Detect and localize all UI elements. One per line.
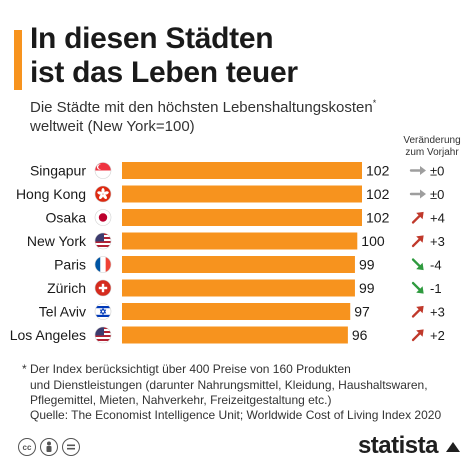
france-flag	[95, 256, 111, 273]
value-label: 102	[366, 163, 390, 179]
footnote-line-3: Pflegemittel, Mieten, Nahverkehr, Freize…	[30, 393, 332, 407]
change-label: -4	[430, 258, 442, 273]
bar-row-hong-kong: Hong Kong 102 ±0	[16, 185, 444, 203]
category-label: Tel Aviv	[39, 304, 86, 320]
subtitle-line-2: weltweit (New York=100)	[30, 118, 195, 135]
page-title: In diesen Städten ist das Leben teuer	[30, 22, 460, 90]
category-label: Osaka	[46, 210, 87, 226]
footnote: * Der Index berücksichtigt über 400 Prei…	[22, 362, 462, 409]
arrow-down-icon	[411, 281, 424, 294]
bar-chart: Singapur 102 ±0 Hong Kong 102 ±0 Osaka 102 +4 New…	[10, 162, 445, 344]
subtitle-footnote-mark: *	[372, 98, 377, 108]
israel-flag	[95, 303, 111, 320]
bar	[122, 279, 355, 297]
value-label: 102	[366, 210, 390, 226]
bar	[122, 162, 362, 179]
title-line-2: ist das Leben teuer	[30, 56, 298, 89]
hong-kong-flag	[95, 186, 111, 202]
license-icons: cc	[18, 438, 80, 456]
change-label: +2	[430, 328, 445, 343]
arrow-neutral-icon	[409, 189, 426, 199]
bar-row-zurich: Zürich 99 -1	[47, 279, 442, 297]
cc-icon: cc	[18, 438, 36, 456]
value-label: 96	[352, 327, 368, 343]
value-label: 99	[359, 257, 375, 273]
bar	[122, 326, 348, 344]
subtitle: Die Städte mit den höchsten Lebenshaltun…	[30, 94, 460, 136]
statista-logo-mark-icon	[446, 442, 460, 452]
change-label: +4	[430, 211, 445, 226]
statista-logo: statista	[357, 432, 439, 459]
bar	[122, 209, 362, 226]
bar	[122, 232, 358, 250]
title-line-1: In diesen Städten	[30, 22, 274, 55]
change-header: Veränderung zum Vorjahr	[388, 135, 474, 159]
value-label: 102	[366, 186, 390, 202]
arrow-neutral-icon	[409, 166, 426, 175]
footnote-line-2: und Dienstleistungen (darunter Nahrungsm…	[30, 377, 428, 392]
arrow-up-icon	[411, 235, 424, 248]
bar-row-singapur: Singapur 102 ±0	[30, 162, 444, 179]
arrow-up-icon	[411, 211, 424, 224]
value-label: 100	[361, 233, 385, 249]
change-label: ±0	[430, 164, 444, 179]
bar-row-osaka: Osaka 102 +4	[46, 209, 445, 226]
source: Quelle: The Economist Intelligence Unit;…	[30, 408, 442, 422]
value-label: 97	[354, 304, 370, 320]
category-label: Singapur	[30, 163, 86, 179]
arrow-down-icon	[411, 258, 424, 271]
bar-row-new-york: New York 100 +3	[27, 232, 445, 250]
footnote-line-1: * Der Index berücksichtigt über 400 Prei…	[22, 362, 351, 376]
no-derivatives-icon	[62, 438, 80, 456]
usa-flag	[95, 233, 111, 249]
singapore-flag	[95, 162, 111, 179]
bar-row-tel-aviv: Tel Aviv 97 +3	[39, 303, 445, 320]
bar	[122, 256, 355, 273]
change-header-line-1: Veränderung	[403, 135, 461, 146]
category-label: New York	[27, 233, 87, 249]
accent-bar	[14, 30, 22, 90]
category-label: Hong Kong	[16, 186, 86, 202]
change-label: ±0	[430, 187, 444, 202]
japan-flag	[95, 209, 111, 226]
change-label: -1	[430, 281, 442, 296]
bar-row-los-angeles: Los Angeles 96 +2	[10, 326, 445, 344]
category-label: Paris	[54, 257, 86, 273]
attribution-icon	[40, 438, 58, 456]
category-label: Los Angeles	[10, 327, 86, 343]
category-label: Zürich	[47, 280, 86, 296]
bar	[122, 185, 362, 203]
footer: cc statista	[0, 428, 474, 474]
bar	[122, 303, 351, 320]
usa-flag	[95, 327, 111, 343]
change-label: +3	[430, 234, 445, 249]
arrow-up-icon	[411, 329, 424, 342]
value-label: 99	[359, 280, 375, 296]
change-label: +3	[430, 305, 445, 320]
switzerland-flag	[95, 280, 111, 296]
arrow-up-icon	[411, 305, 424, 318]
change-header-line-2: zum Vorjahr	[405, 147, 459, 158]
subtitle-main: Die Städte mit den höchsten Lebenshaltun…	[30, 99, 373, 116]
bar-row-paris: Paris 99 -4	[54, 256, 442, 273]
